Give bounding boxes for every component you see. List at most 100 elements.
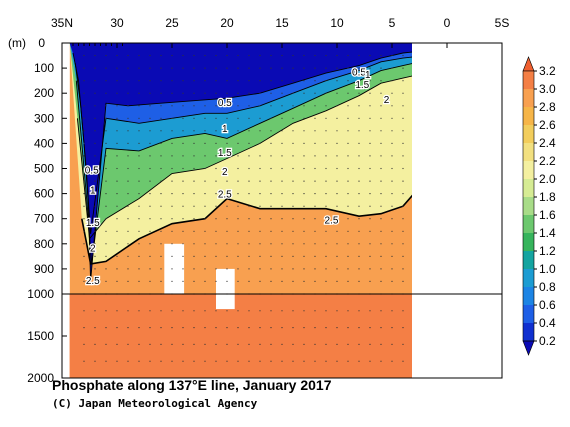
sample-dot xyxy=(226,67,228,69)
sample-dot xyxy=(160,218,162,220)
sample-dot xyxy=(160,243,162,245)
sample-dot xyxy=(314,130,316,132)
sample-dot xyxy=(380,92,382,94)
sample-dot xyxy=(380,327,382,329)
sample-dot xyxy=(105,92,107,94)
band-deep xyxy=(69,294,412,378)
sample-dot xyxy=(138,67,140,69)
sample-dot xyxy=(259,80,261,82)
sample-dot xyxy=(402,310,404,312)
sample-dot xyxy=(138,280,140,282)
sample-dot xyxy=(369,268,371,270)
sample-dot xyxy=(402,230,404,232)
sample-dot xyxy=(292,117,294,119)
sample-dot xyxy=(94,105,96,107)
sample-dot xyxy=(237,343,239,345)
sample-dot xyxy=(171,193,173,195)
sample-dot xyxy=(325,105,327,107)
sample-dot xyxy=(105,230,107,232)
sample-dot xyxy=(347,80,349,82)
sample-dot xyxy=(94,230,96,232)
sample-dot xyxy=(193,343,195,345)
sample-dot xyxy=(336,92,338,94)
sample-dot xyxy=(270,54,272,57)
sample-dot xyxy=(127,243,129,245)
sample-dot xyxy=(160,167,162,170)
sample-dot xyxy=(83,117,85,119)
sample-dot xyxy=(160,180,162,182)
sample-dot xyxy=(138,343,140,345)
sample-dot xyxy=(83,268,85,270)
sample-dot xyxy=(171,310,173,312)
sample-dot xyxy=(237,117,239,119)
sample-dot xyxy=(182,180,184,182)
sample-dot xyxy=(94,310,96,312)
sample-dot xyxy=(380,343,382,345)
colorbar-frame xyxy=(522,70,535,342)
sample-dot xyxy=(171,327,173,329)
colorbar-segment xyxy=(523,143,534,162)
colorbar-label: 1.6 xyxy=(539,208,556,222)
sample-dot xyxy=(292,230,294,232)
sample-dot xyxy=(303,180,305,182)
sample-dot xyxy=(325,142,327,144)
sample-dot xyxy=(160,343,162,345)
colorbar-label: 2.4 xyxy=(539,136,556,150)
sample-dot xyxy=(94,193,96,195)
sample-dot xyxy=(303,205,305,207)
sample-dot xyxy=(204,105,206,107)
sample-dot xyxy=(204,130,206,132)
sample-dot xyxy=(292,180,294,182)
x-tick-label: 30 xyxy=(110,16,124,30)
sample-dot xyxy=(336,268,338,270)
sample-dot xyxy=(149,54,151,57)
sample-dot xyxy=(391,268,393,270)
sample-dot xyxy=(325,280,327,282)
sample-dot xyxy=(402,327,404,329)
sample-dot xyxy=(358,243,360,245)
sample-dot xyxy=(138,310,140,312)
sample-dot xyxy=(347,54,349,57)
sample-dot xyxy=(292,205,294,207)
sample-dot xyxy=(380,360,382,362)
sample-dot xyxy=(182,280,184,282)
sample-dot xyxy=(149,142,151,144)
sample-dot xyxy=(193,193,195,195)
sample-dot xyxy=(303,193,305,195)
sample-dot xyxy=(193,54,195,57)
sample-dot xyxy=(215,310,217,312)
sample-dot xyxy=(281,310,283,312)
sample-dot xyxy=(303,67,305,69)
sample-dot xyxy=(127,193,129,195)
sample-dot xyxy=(380,80,382,82)
sample-dot xyxy=(215,255,217,257)
sample-dot xyxy=(83,167,85,170)
sample-dot xyxy=(259,255,261,257)
colorbar-label: 0.2 xyxy=(539,334,556,348)
sample-dot xyxy=(171,180,173,182)
sample-dot xyxy=(369,130,371,132)
sample-dot xyxy=(325,92,327,94)
sample-dot xyxy=(193,105,195,107)
y-tick-label: 1000 xyxy=(27,287,54,301)
sample-dot xyxy=(160,255,162,257)
sample-dot xyxy=(303,327,305,329)
sample-dot xyxy=(171,92,173,94)
chart-title: Phosphate along 137°E line, January 2017 xyxy=(52,377,332,393)
sample-dot xyxy=(358,155,360,157)
sample-dot xyxy=(314,360,316,362)
sample-dot xyxy=(369,205,371,207)
contour-label: 1 xyxy=(365,70,371,81)
sample-dot xyxy=(380,142,382,144)
sample-dot xyxy=(314,230,316,232)
sample-dot xyxy=(270,268,272,270)
sample-dot xyxy=(138,230,140,232)
sample-dot xyxy=(237,54,239,57)
sample-dot xyxy=(336,255,338,257)
sample-dot xyxy=(314,92,316,94)
sample-dot xyxy=(94,117,96,119)
sample-dot xyxy=(391,280,393,282)
sample-dot xyxy=(83,180,85,182)
sample-dot xyxy=(182,193,184,195)
sample-dot xyxy=(215,218,217,220)
